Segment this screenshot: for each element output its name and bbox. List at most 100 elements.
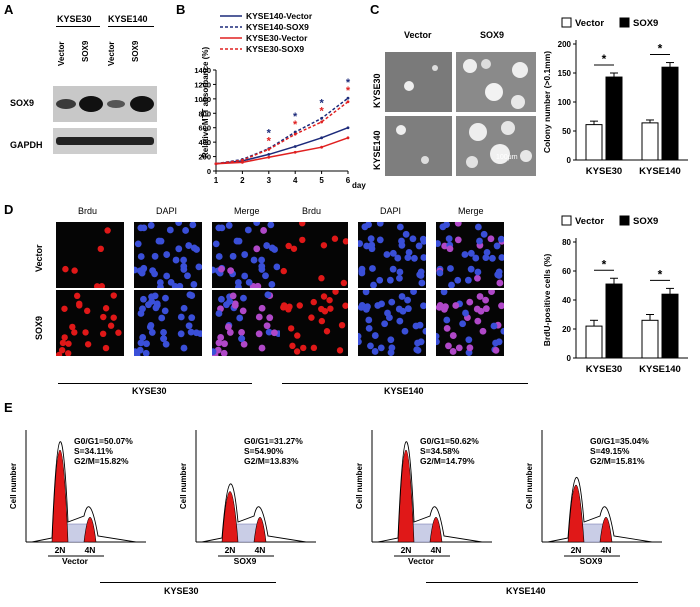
mtt-x-tick-label: 4	[293, 176, 298, 185]
panel-label-e: E	[4, 400, 13, 415]
western-row-gapdh: GAPDH	[10, 140, 43, 150]
flow-g2m-stat: G2/M=15.82%	[74, 456, 129, 466]
brdu-y-tick-label: 0	[567, 354, 572, 363]
colony-bar-chart: Vector SOX9 0 50 100 150 200 Colony number (>0.…	[542, 17, 688, 177]
panel-label-d: D	[4, 202, 14, 217]
colony-y-tick-label: 0	[567, 156, 572, 165]
colony-category-label: KYSE30	[586, 166, 622, 177]
colony-image-kyse30-sox9	[456, 52, 536, 112]
brdu-y-tick-label: 40	[562, 296, 571, 305]
brdu-significance-star: *	[602, 257, 607, 271]
mtt-legend-label: KYSE30-SOX9	[246, 44, 304, 54]
mtt-legend-label: KYSE140-SOX9	[246, 22, 309, 32]
mtt-legend-label: KYSE140-Vector	[246, 11, 313, 21]
flow-peak-4n: 4N	[255, 545, 266, 555]
colony-row-kyse140: KYSE140	[372, 130, 382, 170]
colony-row-kyse30: KYSE30	[372, 73, 382, 108]
flow-g2-peak	[253, 517, 267, 543]
brdu-column-header: Brdu	[78, 206, 98, 216]
mtt-significance-star: *	[293, 111, 298, 123]
colony-significance-star: *	[602, 52, 607, 66]
flow-s-stat: S=34.58%	[420, 446, 460, 456]
mtt-data-point	[320, 145, 323, 149]
colony-ylabel: Colony number (>0.1mm)	[542, 51, 552, 153]
panel-label-a: A	[4, 2, 14, 17]
brdu-legend-swatch	[561, 215, 572, 226]
brdu-bar-chart: Vector SOX9 0 20 40 60 80 BrdU-positive cells (…	[542, 215, 688, 375]
flow-g0g1-stat: G0/G1=50.62%	[420, 436, 479, 446]
mtt-y-tick-label: 400	[198, 138, 211, 147]
brdu-bar	[585, 325, 603, 359]
colony-bar	[641, 122, 659, 161]
colony-bar	[585, 124, 603, 161]
brdu-group-line-2	[282, 383, 528, 384]
colony-image-kyse30-vector	[385, 52, 452, 112]
flow-g2m-stat: G2/M=13.83%	[244, 456, 299, 466]
mtt-data-point	[320, 136, 323, 140]
brdu-y-tick-label: 80	[562, 238, 571, 247]
mtt-y-tick-label: 800	[198, 109, 211, 118]
brdu-image-brdu-0	[56, 222, 124, 288]
flow-ylabel: Cell number	[355, 463, 364, 509]
colony-y-tick-label: 50	[562, 127, 571, 136]
flow-group-line-2	[426, 582, 638, 583]
brdu-image-merge-10	[436, 222, 504, 288]
mtt-data-point	[214, 162, 218, 166]
flow-envelope	[377, 441, 483, 543]
mtt-significance-star: *	[319, 105, 324, 117]
brdu-row-label: Vector	[34, 244, 44, 272]
flow-peak-4n: 4N	[601, 545, 612, 555]
brdu-legend-swatch	[619, 215, 630, 226]
flow-group-kyse140: KYSE140	[506, 586, 546, 596]
flow-peak-2n: 2N	[401, 545, 412, 555]
western-lane-1: Vector	[57, 41, 66, 66]
mtt-data-point	[346, 96, 350, 100]
mtt-significance-star: *	[346, 77, 351, 89]
colony-scale-bar: 100μm	[496, 154, 518, 161]
brdu-ylabel: BrdU-positive cells (%)	[542, 254, 552, 347]
flow-peak-4n: 4N	[85, 545, 96, 555]
brdu-image-brdu-7	[280, 290, 348, 356]
flow-group-kyse30: KYSE30	[164, 586, 199, 596]
western-lane-3: Vector	[107, 41, 116, 66]
mtt-line-chart: KYSE140-VectorKYSE140-SOX9KYSE30-VectorK…	[194, 11, 366, 190]
brdu-image-merge-11	[436, 290, 504, 356]
brdu-group-kyse140: KYSE140	[384, 386, 424, 396]
flow-histogram-4: 2N 4N G0/G1=35.04%S=49.15%G2/M=15.81% Cell …	[525, 430, 662, 566]
mtt-data-point	[267, 153, 271, 156]
flow-condition-label: Vector	[62, 556, 89, 566]
flow-envelope	[547, 476, 653, 543]
mtt-series-line	[215, 97, 349, 165]
western-cellline-1: KYSE30	[57, 14, 92, 24]
mtt-data-point	[241, 158, 244, 162]
brdu-image-dapi-9	[358, 290, 426, 356]
brdu-significance-star: *	[658, 267, 663, 281]
brdu-image-merge-5	[212, 290, 280, 356]
mtt-series-line	[215, 101, 349, 165]
brdu-column-header: Brdu	[302, 206, 322, 216]
flow-condition-label: SOX9	[234, 556, 257, 566]
brdu-legend-label: SOX9	[633, 216, 658, 227]
mtt-y-tick-label: 1000	[194, 95, 211, 104]
flow-histogram-3: 2N 4N G0/G1=50.62%S=34.58%G2/M=14.79% Cell …	[355, 430, 492, 566]
flow-condition-label: Vector	[408, 556, 435, 566]
brdu-image-brdu-6	[280, 222, 348, 288]
brdu-column-header: Merge	[458, 206, 484, 216]
flow-condition-label: SOX9	[580, 556, 603, 566]
brdu-image-dapi-8	[358, 222, 426, 288]
colony-category-label: KYSE140	[639, 166, 681, 177]
brdu-bar	[605, 283, 623, 359]
flow-g2-peak	[83, 517, 97, 543]
western-bracket-2	[108, 26, 154, 27]
mtt-data-point	[346, 126, 350, 130]
brdu-image-merge-4	[212, 222, 280, 288]
mtt-significance-star: *	[346, 85, 351, 97]
flow-group-line-1	[100, 582, 276, 583]
western-lane-2: SOX9	[81, 40, 90, 62]
brdu-scale-bar: 25μm	[520, 364, 538, 371]
mtt-legend: KYSE140-VectorKYSE140-SOX9KYSE30-VectorK…	[220, 11, 313, 54]
brdu-column-header: DAPI	[380, 206, 402, 216]
mtt-data-point	[346, 136, 350, 140]
colony-significance-star: *	[658, 42, 663, 56]
mtt-series-line	[215, 137, 349, 165]
